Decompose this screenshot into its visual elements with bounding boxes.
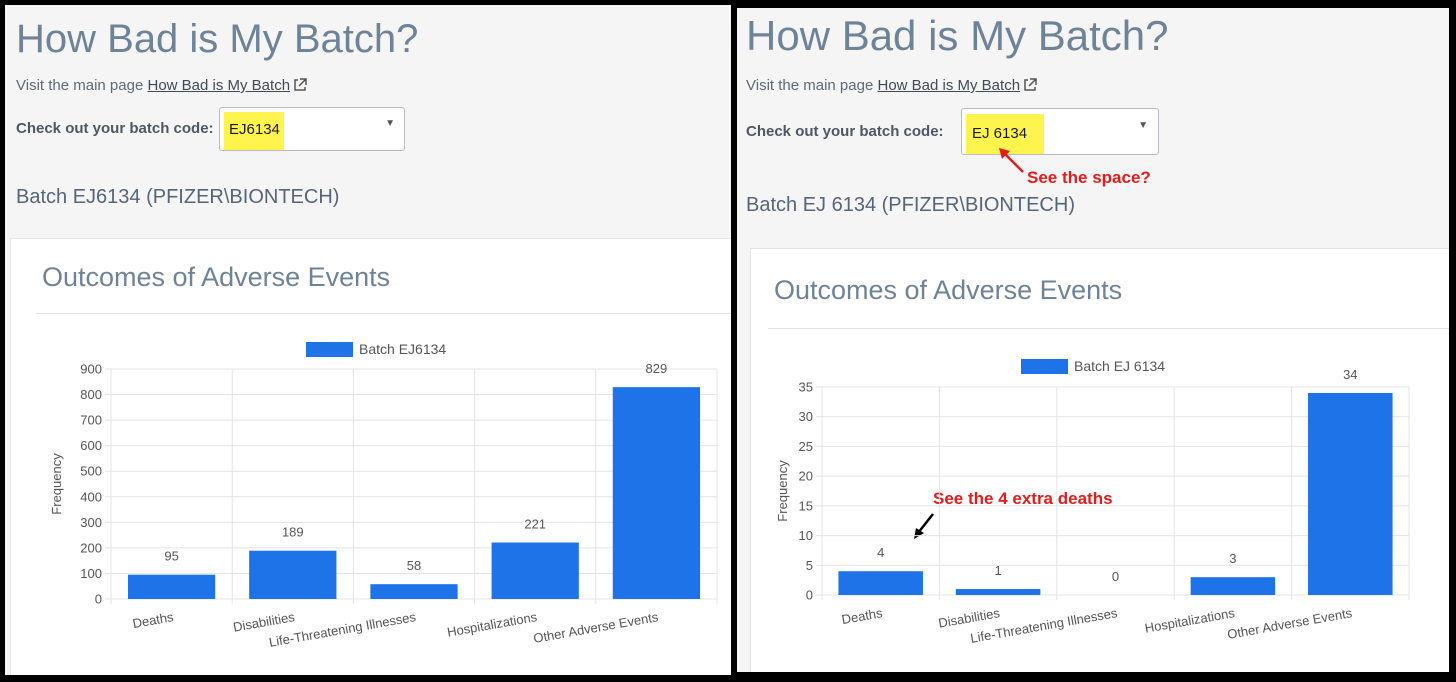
- y-tick-label: 20: [799, 469, 813, 484]
- visit-label: Visit the main page: [16, 77, 144, 94]
- y-tick-label: 200: [80, 540, 102, 555]
- y-tick-label: 35: [799, 380, 813, 395]
- card-title: Outcomes of Adverse Events: [42, 262, 391, 292]
- data-label: 95: [164, 549, 178, 564]
- data-label: 829: [646, 361, 668, 376]
- visit-label: Visit the main page: [746, 77, 874, 94]
- card-divider: [36, 313, 731, 314]
- y-tick-label: 5: [806, 558, 813, 573]
- x-tick-label: Deaths: [131, 609, 175, 631]
- bar[interactable]: [1308, 392, 1393, 595]
- page-title: How Bad is My Batch?: [746, 12, 1169, 59]
- outcomes-card: Outcomes of Adverse Events Batch EJ6134 …: [10, 238, 731, 675]
- batch-code-select[interactable]: EJ 6134 ▼: [961, 108, 1159, 155]
- bar-chart-right: 05101520253035Frequency4Deaths1Disabilit…: [775, 367, 1410, 646]
- legend-label: Batch EJ 6134: [1074, 358, 1166, 374]
- chevron-down-icon[interactable]: ▼: [1138, 120, 1148, 131]
- main-page-link[interactable]: How Bad is My Batch: [147, 77, 291, 94]
- data-label: 58: [407, 558, 421, 573]
- y-axis-label: Frequency: [49, 453, 64, 515]
- data-label: 189: [282, 525, 304, 540]
- space-annotation: See the space?: [1027, 168, 1151, 187]
- main-page-link[interactable]: How Bad is My Batch: [877, 77, 1021, 94]
- legend-swatch: [1021, 359, 1068, 374]
- batch-code-value: EJ 6134: [966, 114, 1044, 154]
- bar[interactable]: [838, 571, 923, 595]
- page-title: How Bad is My Batch?: [16, 17, 419, 61]
- data-label: 4: [877, 545, 884, 560]
- legend-swatch: [306, 342, 353, 357]
- legend-label: Batch EJ6134: [359, 341, 447, 357]
- external-link-icon[interactable]: [1023, 78, 1037, 92]
- card-title: Outcomes of Adverse Events: [774, 275, 1123, 305]
- bar[interactable]: [127, 574, 216, 599]
- y-tick-label: 600: [80, 438, 102, 453]
- batch-code-value: EJ6134: [224, 112, 284, 150]
- y-tick-label: 10: [799, 528, 813, 543]
- bar[interactable]: [1190, 577, 1276, 595]
- y-tick-label: 0: [95, 592, 102, 607]
- black-arrow-icon: [914, 513, 934, 539]
- data-label: 0: [1112, 569, 1119, 584]
- chart-legend[interactable]: Batch EJ 6134: [1021, 358, 1165, 374]
- x-tick-label: Hospitalizations: [1144, 605, 1237, 636]
- data-label: 3: [1229, 551, 1236, 566]
- data-label: 34: [1343, 367, 1357, 382]
- chart-legend[interactable]: Batch EJ6134: [306, 341, 446, 357]
- y-tick-label: 30: [799, 409, 813, 424]
- red-arrow-icon: [999, 148, 1024, 173]
- panel-left: How Bad is My Batch? Visit the main page…: [5, 5, 731, 675]
- y-axis-label: Frequency: [775, 460, 790, 522]
- data-label: 1: [994, 563, 1001, 578]
- bar[interactable]: [612, 387, 701, 599]
- visit-text: Visit the main page How Bad is My Batch: [16, 77, 307, 94]
- x-tick-label: Hospitalizations: [446, 609, 539, 640]
- deaths-annotation: See the 4 extra deaths: [933, 489, 1113, 508]
- y-tick-label: 25: [799, 439, 813, 454]
- y-tick-label: 500: [80, 464, 102, 479]
- data-label: 221: [524, 517, 546, 532]
- x-tick-label: Other Adverse Events: [1226, 605, 1354, 642]
- panel-right: How Bad is My Batch? Visit the main page…: [737, 8, 1449, 672]
- visit-text: Visit the main page How Bad is My Batch: [746, 77, 1037, 94]
- y-tick-label: 300: [80, 515, 102, 530]
- bar[interactable]: [491, 542, 579, 599]
- y-tick-label: 15: [799, 498, 813, 513]
- batch-heading: Batch EJ6134 (PFIZER\BIONTECH): [16, 186, 340, 208]
- external-link-icon[interactable]: [293, 78, 307, 92]
- bar-chart-left: 0 100 200 300 400 500 600 700 800 900 Frequency 95 D…: [49, 361, 718, 650]
- y-tick-label: 700: [80, 413, 102, 428]
- bar[interactable]: [955, 589, 1041, 595]
- y-tick-label: 800: [80, 387, 102, 402]
- batch-code-select[interactable]: EJ6134 ▼: [219, 107, 405, 151]
- outcomes-card: Outcomes of Adverse Events Batch EJ 6134…: [750, 248, 1449, 672]
- y-tick-label: 900: [80, 362, 102, 377]
- batch-code-label: Check out your batch code:: [746, 123, 944, 140]
- batch-heading: Batch EJ 6134 (PFIZER\BIONTECH): [746, 194, 1075, 216]
- x-tick-label: Other Adverse Events: [532, 609, 660, 646]
- y-tick-label: 100: [80, 566, 102, 581]
- chevron-down-icon[interactable]: ▼: [385, 118, 395, 129]
- card-divider: [768, 328, 1449, 329]
- bar[interactable]: [249, 550, 337, 599]
- batch-code-label: Check out your batch code:: [16, 120, 214, 137]
- bar[interactable]: [370, 584, 458, 599]
- x-tick-label: Deaths: [840, 605, 884, 627]
- y-tick-label: 0: [806, 588, 813, 603]
- y-tick-label: 400: [80, 489, 102, 504]
